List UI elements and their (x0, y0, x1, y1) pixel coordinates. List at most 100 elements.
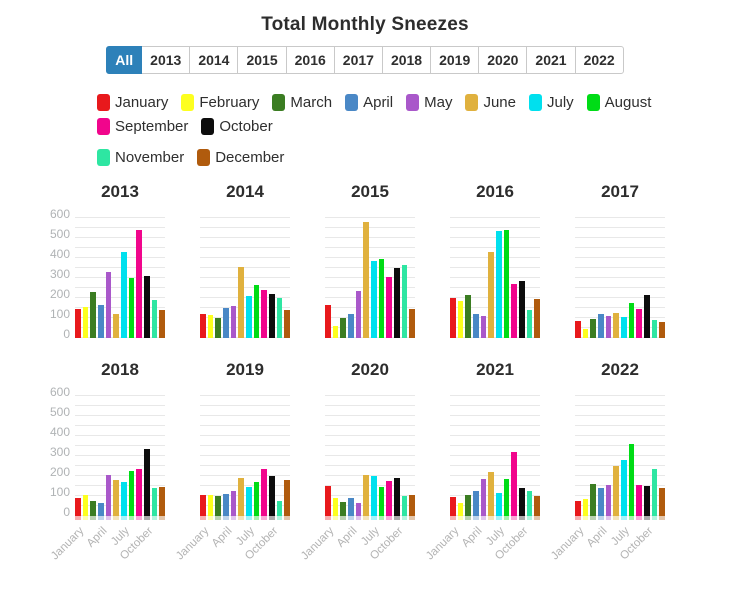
chart-body (545, 395, 665, 516)
bar-september (136, 230, 142, 338)
legend-item-july[interactable]: July (528, 94, 574, 111)
bar-october (269, 476, 275, 516)
bar-may (355, 291, 362, 338)
plot-area (325, 217, 415, 338)
bar-july (246, 487, 252, 516)
y-axis (295, 395, 325, 516)
bar-august (253, 482, 260, 516)
bar-december (159, 310, 165, 338)
tab-2020[interactable]: 2020 (478, 46, 528, 74)
plot-area (200, 395, 290, 516)
bar-august (628, 444, 635, 516)
x-tick-label: April (84, 525, 110, 550)
x-tick-mark (503, 516, 510, 520)
tab-2013[interactable]: 2013 (141, 46, 191, 74)
legend-label: July (546, 94, 574, 111)
x-tick-mark (159, 516, 165, 520)
legend-item-november[interactable]: November (97, 149, 184, 166)
y-axis: 600 500 400 300 200 100 0 (45, 385, 75, 519)
x-tick-mark (90, 516, 96, 520)
tab-2022[interactable]: 2022 (574, 46, 624, 74)
bar-march (215, 318, 221, 338)
legend-item-february[interactable]: February (181, 94, 259, 111)
x-tick-mark (82, 516, 89, 520)
x-tick-marks (75, 516, 165, 520)
x-tick-mark (628, 516, 635, 520)
tab-2015[interactable]: 2015 (237, 46, 287, 74)
x-tick-mark (98, 516, 104, 520)
legend-label: January (115, 94, 169, 111)
legend-swatch-icon (201, 118, 215, 135)
x-axis: January April July October (424, 516, 540, 571)
x-tick-mark (659, 516, 665, 520)
bar-july (121, 482, 127, 516)
x-tick-mark (401, 516, 408, 520)
bar-july (121, 252, 127, 338)
legend-item-january[interactable]: January (97, 94, 168, 111)
bar-january (450, 298, 456, 338)
chart-year-title: 2020 (351, 360, 389, 379)
tab-all[interactable]: All (106, 46, 143, 74)
legend-swatch-icon (97, 118, 110, 135)
legend-swatch-icon (181, 94, 195, 111)
legend-swatch-icon (406, 94, 420, 111)
legend-item-april[interactable]: April (345, 94, 393, 111)
plot-area (450, 217, 540, 338)
x-tick-mark (348, 516, 354, 520)
x-tick-mark (636, 516, 642, 520)
bar-august (378, 487, 385, 516)
bar-october (144, 276, 150, 338)
tab-2021[interactable]: 2021 (526, 46, 576, 74)
x-tick-mark (253, 516, 260, 520)
bar-may (105, 475, 112, 516)
bar-october (394, 268, 400, 338)
x-axis: January April July October (174, 516, 290, 571)
tab-2018[interactable]: 2018 (381, 46, 432, 74)
tab-2019[interactable]: 2019 (430, 46, 480, 74)
bar-march (340, 502, 346, 516)
bar-july (371, 261, 377, 338)
bar-may (230, 306, 237, 338)
bar-june (613, 313, 619, 338)
bar-december (409, 309, 415, 338)
bar-november (526, 310, 533, 338)
chart-body (295, 395, 415, 516)
tab-2017[interactable]: 2017 (333, 46, 383, 74)
tab-2016[interactable]: 2016 (285, 46, 335, 74)
tab-2014[interactable]: 2014 (189, 46, 239, 74)
legend-item-june[interactable]: June (465, 94, 516, 111)
bar-february (82, 307, 89, 338)
legend-item-august[interactable]: August (586, 94, 651, 111)
legend-item-march[interactable]: March (272, 94, 332, 111)
x-tick-mark (409, 516, 415, 520)
y-axis (170, 217, 200, 338)
x-tick-mark (75, 516, 81, 520)
chart-body: 600 500 400 300 200 100 0 (45, 207, 165, 341)
legend-swatch-icon (465, 94, 479, 111)
legend-item-october[interactable]: October (201, 118, 273, 135)
x-tick-mark (238, 516, 244, 520)
legend-label: March (290, 94, 333, 111)
x-tick-mark (644, 516, 650, 520)
x-tick-mark (128, 516, 135, 520)
bar-september (261, 469, 267, 516)
bar-december (534, 496, 540, 516)
chart-year-title: 2018 (101, 360, 139, 379)
legend-item-december[interactable]: December (197, 149, 284, 166)
x-tick-mark (575, 516, 581, 520)
bar-february (207, 495, 214, 516)
y-axis (420, 395, 450, 516)
x-tick-mark (473, 516, 479, 520)
bar-june (238, 478, 244, 516)
bar-november (526, 491, 533, 516)
chart-body (170, 217, 290, 338)
x-tick-mark (246, 516, 252, 520)
bar-november (151, 488, 158, 516)
bar-may (480, 479, 487, 516)
bar-march (465, 295, 471, 338)
legend-item-may[interactable]: May (406, 94, 452, 111)
x-tick-label: January (173, 525, 212, 563)
bar-february (457, 301, 464, 338)
chart-2015: 2015 (295, 182, 415, 338)
legend-item-september[interactable]: September (97, 118, 188, 135)
